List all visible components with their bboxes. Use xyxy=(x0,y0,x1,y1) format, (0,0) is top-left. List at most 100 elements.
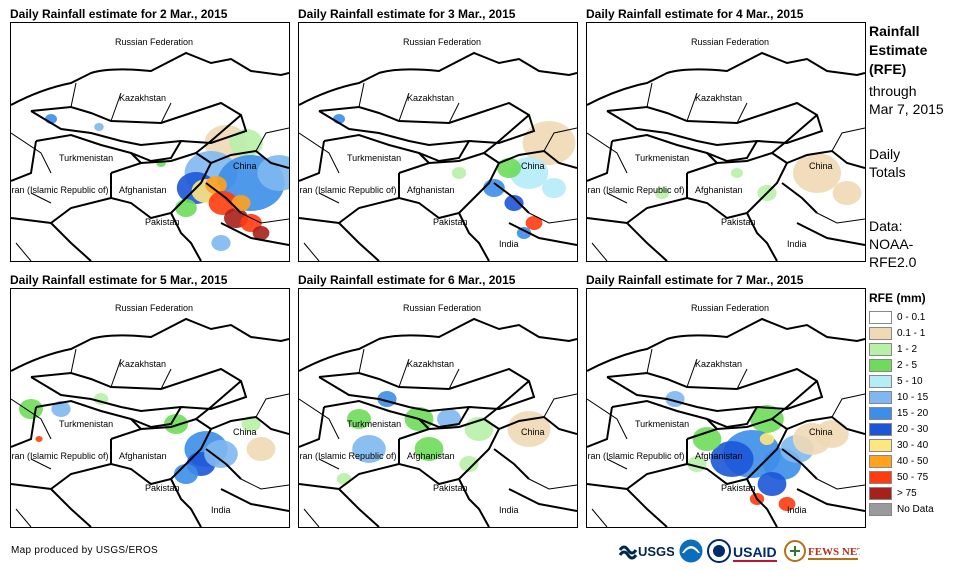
country-boundary xyxy=(195,380,242,420)
country-label-india: India xyxy=(211,505,231,515)
province-boundary xyxy=(11,398,52,440)
country-boundary xyxy=(493,182,530,214)
country-boundary xyxy=(299,140,325,182)
country-label-india: India xyxy=(787,505,807,515)
rainfall-area xyxy=(211,235,231,251)
country-boundary xyxy=(781,182,818,214)
province-boundary xyxy=(110,358,122,388)
province-boundary xyxy=(318,192,340,204)
province-boundary xyxy=(398,92,410,122)
usaid-logo: USAID xyxy=(706,536,780,566)
legend-swatch xyxy=(869,487,892,500)
rainfall-area xyxy=(352,435,386,463)
province-boundary xyxy=(70,82,77,108)
country-boundary xyxy=(299,406,325,448)
province-boundary xyxy=(255,127,289,152)
legend-label: 40 - 50 xyxy=(897,456,929,467)
province-boundary xyxy=(831,127,865,152)
country-boundary xyxy=(508,488,577,512)
legend-label: 0.1 - 1 xyxy=(897,328,926,339)
country-label-afghanistan: Afghanistan xyxy=(695,451,743,461)
country-label-pakistan: Pakistan xyxy=(433,217,468,227)
province-boundary xyxy=(303,242,320,261)
country-boundary xyxy=(299,217,380,261)
country-label-afghanistan: Afghanistan xyxy=(119,451,167,461)
country-label-pakistan: Pakistan xyxy=(145,217,180,227)
rainfall-area xyxy=(336,473,352,485)
rainfall-area xyxy=(164,414,188,434)
legend-swatch xyxy=(869,359,892,372)
country-boundary xyxy=(498,415,577,435)
data-label: Data: xyxy=(869,218,903,234)
rainfall-area xyxy=(542,178,566,198)
country-label-china: China xyxy=(521,161,545,171)
province-boundary xyxy=(299,132,340,174)
country-boundary xyxy=(483,114,530,154)
rainfall-area xyxy=(175,199,197,217)
country-boundary xyxy=(398,151,501,220)
rainfall-area xyxy=(94,123,104,131)
legend-heading-rainfall: Rainfall xyxy=(869,23,920,39)
usgs-logo-text: USGS xyxy=(638,544,674,559)
province-boundary xyxy=(816,478,865,490)
country-boundary xyxy=(706,418,718,430)
country-label-russia: Russian Federation xyxy=(403,303,482,313)
province-boundary xyxy=(646,348,653,374)
rainfall-area xyxy=(757,472,787,496)
rainfall-area xyxy=(731,168,743,178)
rainfall-area xyxy=(459,456,479,472)
country-boundary xyxy=(587,483,668,527)
country-boundary xyxy=(318,101,536,147)
legend-swatch xyxy=(869,407,892,420)
legend-label: 20 - 30 xyxy=(897,424,929,435)
country-boundary xyxy=(418,418,430,430)
country-boundary xyxy=(338,463,400,490)
province-boundary xyxy=(70,348,77,374)
province-boundary xyxy=(358,82,365,108)
country-boundary xyxy=(746,478,778,527)
country-label-iran: Iran (Islamic Republic of) xyxy=(298,451,397,461)
rainfall-area xyxy=(832,181,862,205)
country-label-iran: Iran (Islamic Republic of) xyxy=(586,185,685,195)
map-panel-title: Daily Rainfall estimate for 5 Mar., 2015 xyxy=(10,273,228,287)
rainfall-map: Russian Federation Kazakhstan Turkmenistan… xyxy=(10,22,290,262)
country-boundary xyxy=(220,488,289,512)
country-boundary xyxy=(30,101,248,147)
country-boundary xyxy=(210,415,289,435)
province-boundary xyxy=(15,242,32,261)
rainfall-area xyxy=(507,411,551,447)
country-label-india: India xyxy=(499,239,519,249)
country-boundary xyxy=(626,463,688,490)
legend-label: 30 - 40 xyxy=(897,440,929,451)
legend-label: No Data xyxy=(897,504,934,515)
rainfall-map: Russian Federation Kazakhstan Turkmenistan… xyxy=(298,288,578,528)
rainfall-area xyxy=(252,226,270,240)
country-boundary xyxy=(498,149,577,169)
country-label-turkmenistan: Turkmenistan xyxy=(347,419,402,429)
province-boundary xyxy=(240,212,289,224)
country-boundary xyxy=(771,380,818,420)
province-boundary xyxy=(358,348,365,374)
country-boundary xyxy=(110,417,213,486)
rainfall-area xyxy=(750,405,784,433)
country-label-china: China xyxy=(521,427,545,437)
country-label-turkmenistan: Turkmenistan xyxy=(59,419,114,429)
legend-label: 2 - 5 xyxy=(897,360,918,371)
country-boundary xyxy=(606,367,824,413)
country-label-iran: Iran (Islamic Republic of) xyxy=(10,451,109,461)
rainfall-map-canvas xyxy=(299,51,577,261)
legend-swatch xyxy=(869,343,892,356)
province-boundary xyxy=(591,242,608,261)
rainfall-map-canvas xyxy=(11,51,289,261)
province-boundary xyxy=(160,368,172,390)
rainfall-area xyxy=(231,195,251,211)
rainfall-area xyxy=(19,399,43,419)
fews-net-logo: FEWS NET xyxy=(784,536,860,566)
province-boundary xyxy=(30,192,52,204)
country-boundary xyxy=(418,152,430,164)
map-panel-title: Daily Rainfall estimate for 3 Mar., 2015 xyxy=(298,7,516,21)
country-label-russia: Russian Federation xyxy=(403,37,482,47)
country-label-kazakhstan: Kazakhstan xyxy=(119,359,167,369)
country-boundary xyxy=(299,51,577,106)
country-label-kazakhstan: Kazakhstan xyxy=(407,93,455,103)
